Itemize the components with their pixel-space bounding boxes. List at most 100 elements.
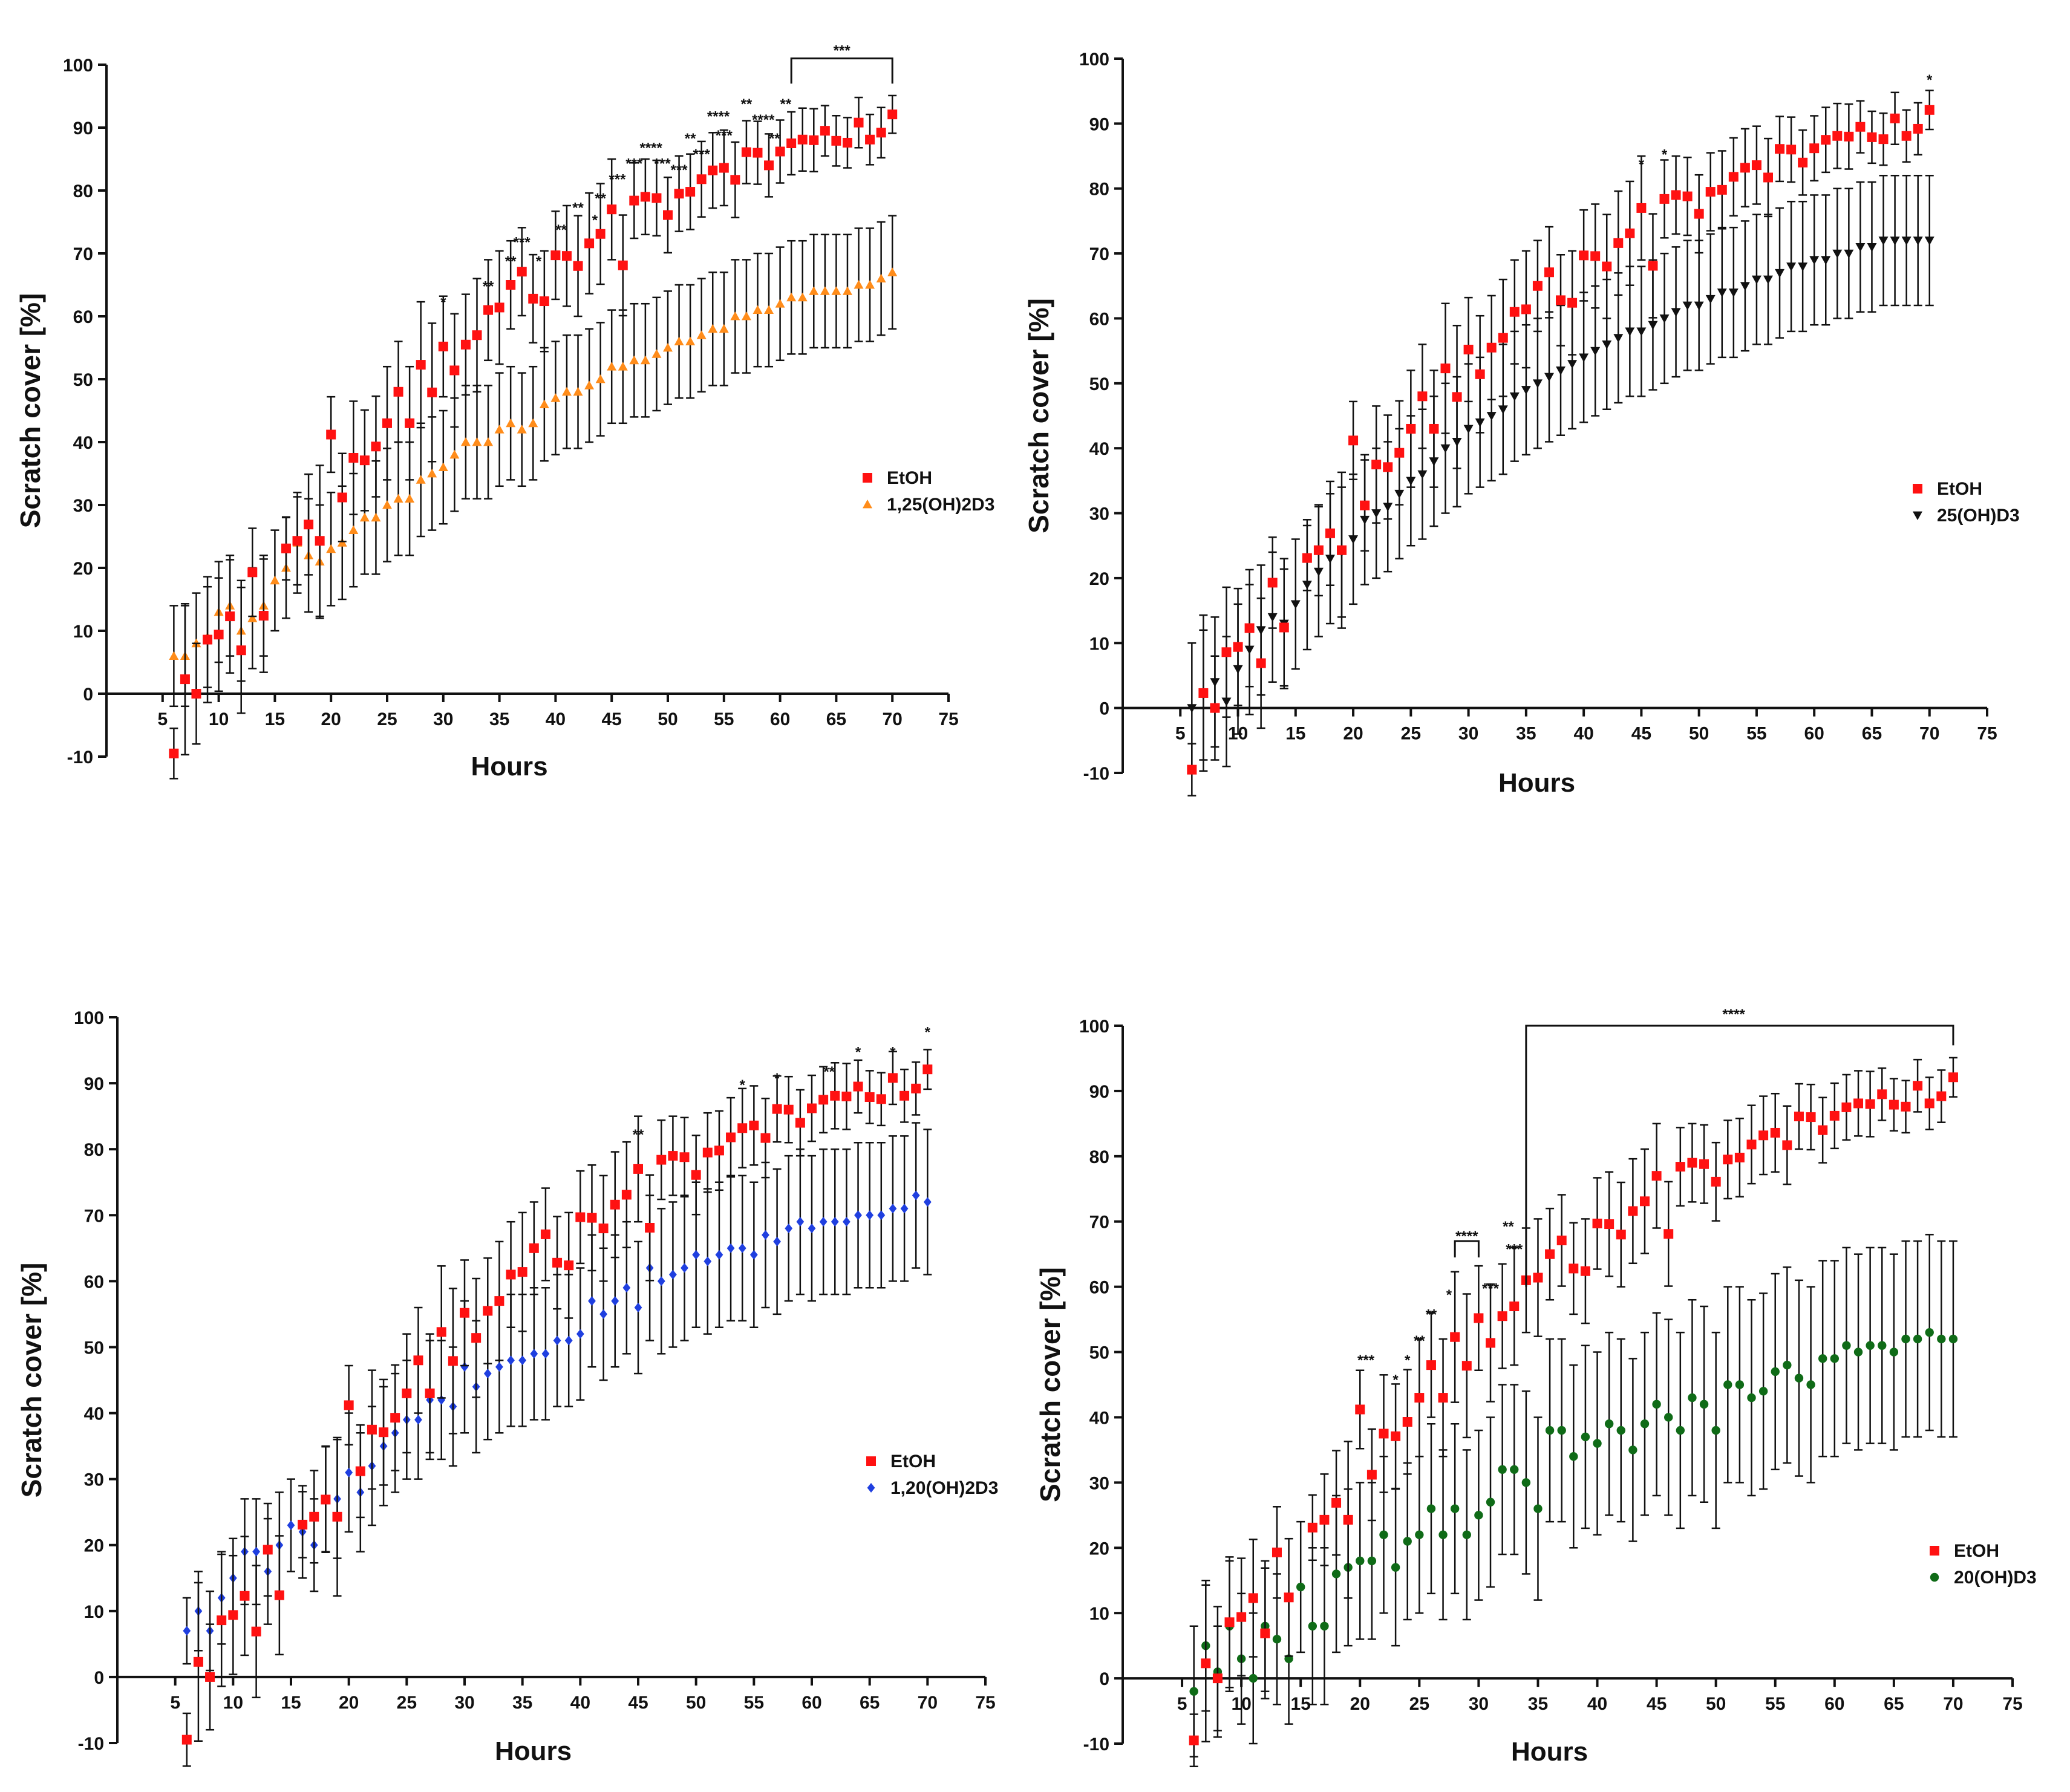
data-point [348, 525, 359, 534]
data-point [1604, 1419, 1614, 1429]
data-point [685, 187, 696, 197]
x-tick-label: 55 [1746, 724, 1766, 744]
data-point [483, 1306, 493, 1316]
y-axis-title: Scratch cover [%] [16, 1263, 47, 1498]
legend-label: EtOH [890, 1452, 936, 1471]
data-point [775, 299, 785, 308]
data-point [332, 1511, 342, 1522]
data-point [1844, 131, 1854, 142]
data-point [1671, 190, 1681, 200]
data-point [1786, 145, 1797, 155]
significance-label: * [1405, 1352, 1411, 1369]
data-point [540, 1229, 550, 1239]
data-point [795, 1118, 805, 1128]
data-point [1545, 1425, 1555, 1435]
data-point [622, 1283, 631, 1293]
data-point [1758, 1387, 1768, 1396]
data-point [726, 1243, 735, 1253]
x-tick-label: 65 [1884, 1694, 1904, 1714]
data-point [1723, 1155, 1733, 1165]
data-point [1625, 228, 1635, 238]
data-point [1829, 1110, 1840, 1121]
data-point [1366, 1470, 1377, 1480]
data-point [762, 1230, 769, 1240]
significance-label: *** [625, 156, 643, 172]
x-tick-label: 25 [1401, 724, 1421, 744]
data-point [564, 1260, 574, 1271]
legend-label: EtOH [1954, 1541, 1999, 1561]
x-tick-label: 75 [938, 709, 958, 729]
data-point [1659, 194, 1670, 204]
data-point [1937, 1334, 1946, 1344]
data-point [1818, 1125, 1828, 1135]
data-point [1557, 1425, 1566, 1435]
data-point [460, 1308, 469, 1318]
data-point [1272, 1635, 1282, 1644]
data-point [214, 630, 224, 640]
y-tick-label: 40 [73, 433, 93, 453]
y-tick-label: 100 [1079, 50, 1109, 70]
legend: EtOH 25(OH)D3 [1913, 479, 2020, 526]
data-point [922, 1064, 933, 1075]
data-point [773, 1236, 781, 1246]
x-tick-label: 20 [321, 709, 341, 729]
y-tick-label: 90 [84, 1074, 104, 1094]
x-tick-label: 30 [1469, 1694, 1489, 1714]
y-tick-label: 40 [1089, 439, 1109, 459]
data-point [1590, 251, 1601, 261]
data-point [783, 1104, 794, 1115]
data-point [1682, 191, 1693, 201]
data-point [561, 386, 572, 396]
data-point [708, 165, 718, 175]
x-tick-label: 35 [489, 709, 509, 729]
data-point [1521, 386, 1531, 395]
data-point [1794, 1111, 1804, 1121]
data-point [786, 138, 797, 148]
x-tick-label: 45 [1647, 1694, 1667, 1714]
data-point [1337, 545, 1347, 555]
data-point [1705, 187, 1716, 197]
data-point [274, 1590, 284, 1600]
data-point [1394, 448, 1405, 458]
data-point [1924, 105, 1935, 115]
significance-label: *** [1482, 1280, 1500, 1297]
data-point [1371, 460, 1382, 470]
data-point [900, 1090, 910, 1101]
data-point [471, 1333, 482, 1343]
data-point [1474, 1511, 1483, 1520]
data-point [1438, 1393, 1448, 1403]
legend: EtOH 20(OH)D3 [1930, 1541, 2037, 1588]
y-tick-label: 40 [84, 1404, 104, 1424]
legend-marker [1930, 1572, 1939, 1582]
data-point [674, 336, 684, 345]
data-point [483, 305, 494, 315]
data-point [877, 1210, 886, 1220]
data-point [169, 748, 179, 758]
y-tick-label: 0 [1099, 699, 1109, 719]
data-point [645, 1223, 655, 1233]
data-point [1740, 282, 1750, 291]
data-point [775, 146, 785, 157]
data-point [405, 418, 415, 428]
data-point [704, 1256, 712, 1266]
data-point [1402, 1417, 1412, 1427]
data-point [1821, 135, 1831, 145]
data-point [607, 362, 617, 371]
data-point [866, 1210, 874, 1220]
data-point [483, 437, 494, 446]
data-point [1652, 1399, 1661, 1409]
data-point [550, 250, 561, 261]
data-point [764, 305, 774, 314]
data-point [1367, 1556, 1377, 1566]
y-tick-label: 60 [84, 1272, 104, 1292]
data-point [517, 267, 527, 277]
data-point [876, 273, 886, 282]
data-point [414, 1415, 422, 1425]
data-point [181, 1735, 192, 1745]
x-tick-label: 15 [1291, 1694, 1311, 1714]
data-point [696, 174, 707, 184]
data-point [416, 360, 426, 370]
significance-label: *** [1357, 1352, 1375, 1369]
data-point [321, 1494, 331, 1505]
data-point [651, 349, 662, 358]
